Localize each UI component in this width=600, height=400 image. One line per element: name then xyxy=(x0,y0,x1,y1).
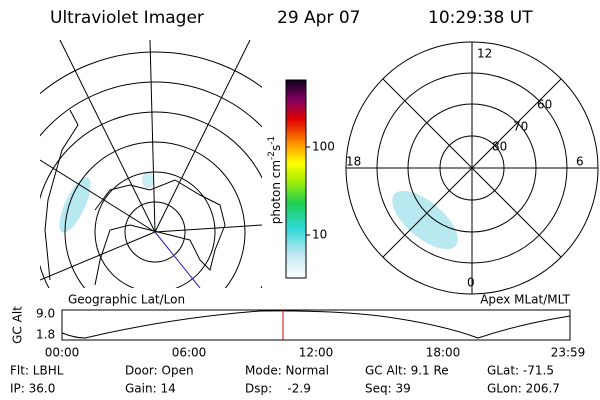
polar-label: Apex MLat/MLT xyxy=(480,293,570,307)
status-field: IP: 36.0 xyxy=(10,382,55,396)
date: 29 Apr 07 xyxy=(277,8,360,28)
status-field: Seq: 39 xyxy=(365,382,411,396)
status-field: Flt: LBHL xyxy=(10,364,64,378)
alt-label: GC Alt xyxy=(11,306,25,344)
status-field: Door: Open xyxy=(125,364,194,378)
footer: Flt: LBHL Door: Open Mode: Normal GC Alt: 9… xyxy=(10,364,560,396)
colorbar-label: photon cm-2s-1 xyxy=(267,136,283,225)
status-field: GLat: -71.5 xyxy=(487,364,554,378)
geographic-map xyxy=(40,40,262,288)
altitude-plot xyxy=(61,309,571,341)
alt-tick: 1.8 xyxy=(36,328,55,342)
mlt-label: 6 xyxy=(576,155,584,169)
mlat-label: 70 xyxy=(513,120,528,134)
status-field: Dsp: -2.9 xyxy=(245,382,311,396)
alt-tick: 9.0 xyxy=(36,307,55,321)
colorbar-tick: 100 xyxy=(312,140,335,154)
colorbar xyxy=(285,79,307,279)
status-field: Gain: 14 xyxy=(125,382,176,396)
map-label: Geographic Lat/Lon xyxy=(68,293,185,307)
mlat-label: 80 xyxy=(492,140,507,154)
time-tick: 06:00 xyxy=(172,346,207,360)
status-field: GC Alt: 9.1 Re xyxy=(365,364,449,378)
time-tick: 18:00 xyxy=(426,346,461,360)
mlt-label: 0 xyxy=(467,276,475,290)
mlat-label: 60 xyxy=(537,98,552,112)
time-tick: 23:59 xyxy=(551,346,586,360)
mlt-label: 12 xyxy=(477,47,492,61)
status-field: Mode: Normal xyxy=(245,364,329,378)
title: Ultraviolet Imager xyxy=(50,8,204,28)
status-field: GLon: 206.7 xyxy=(487,382,560,396)
mlt-label: 18 xyxy=(346,155,361,169)
polar-plot xyxy=(345,41,599,295)
time-tick: 00:00 xyxy=(45,346,80,360)
altitude-curve xyxy=(61,310,571,339)
colorbar-tick: 10 xyxy=(312,228,327,242)
time-tick: 12:00 xyxy=(299,346,334,360)
time: 10:29:38 UT xyxy=(428,8,533,28)
